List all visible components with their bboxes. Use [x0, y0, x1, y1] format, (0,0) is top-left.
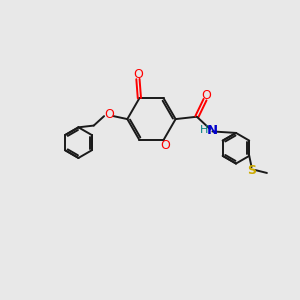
Text: O: O — [160, 139, 170, 152]
Text: H: H — [200, 125, 208, 135]
Text: O: O — [133, 68, 143, 81]
Text: N: N — [206, 124, 218, 137]
Text: O: O — [201, 89, 211, 102]
Text: S: S — [247, 164, 256, 176]
Text: O: O — [104, 109, 114, 122]
